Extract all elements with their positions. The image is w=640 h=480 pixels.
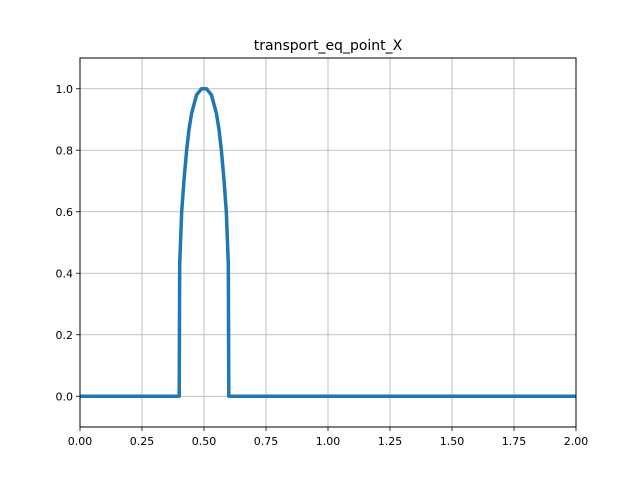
y-tick-label: 0.4 xyxy=(56,267,74,280)
series-line xyxy=(80,87,576,398)
grid xyxy=(79,58,577,427)
x-tick-label: 0.50 xyxy=(192,435,217,448)
x-tick-label: 0.25 xyxy=(130,435,155,448)
y-tick-label: 0.0 xyxy=(56,390,74,403)
x-tick-label: 1.50 xyxy=(440,435,465,448)
series-layer xyxy=(80,87,576,398)
x-tick-label: 1.75 xyxy=(502,435,527,448)
y-tick-label: 0.6 xyxy=(56,206,74,219)
y-tick-label: 0.8 xyxy=(56,144,74,157)
x-axis: 0.00 0.25 0.50 0.75 1.00 1.25 1.50 1.75 2.00 xyxy=(68,427,589,448)
x-tick-label: 1.00 xyxy=(316,435,341,448)
chart-title: transport_eq_point_X xyxy=(254,38,403,54)
y-tick-label: 1.0 xyxy=(56,83,74,96)
x-tick-label: 2.00 xyxy=(564,435,589,448)
x-tick-label: 0.00 xyxy=(68,435,93,448)
y-tick-label: 0.2 xyxy=(56,329,74,342)
x-tick-label: 0.75 xyxy=(254,435,279,448)
x-tick-label: 1.25 xyxy=(378,435,403,448)
y-axis: 0.0 0.2 0.4 0.6 0.8 1.0 xyxy=(56,83,80,403)
